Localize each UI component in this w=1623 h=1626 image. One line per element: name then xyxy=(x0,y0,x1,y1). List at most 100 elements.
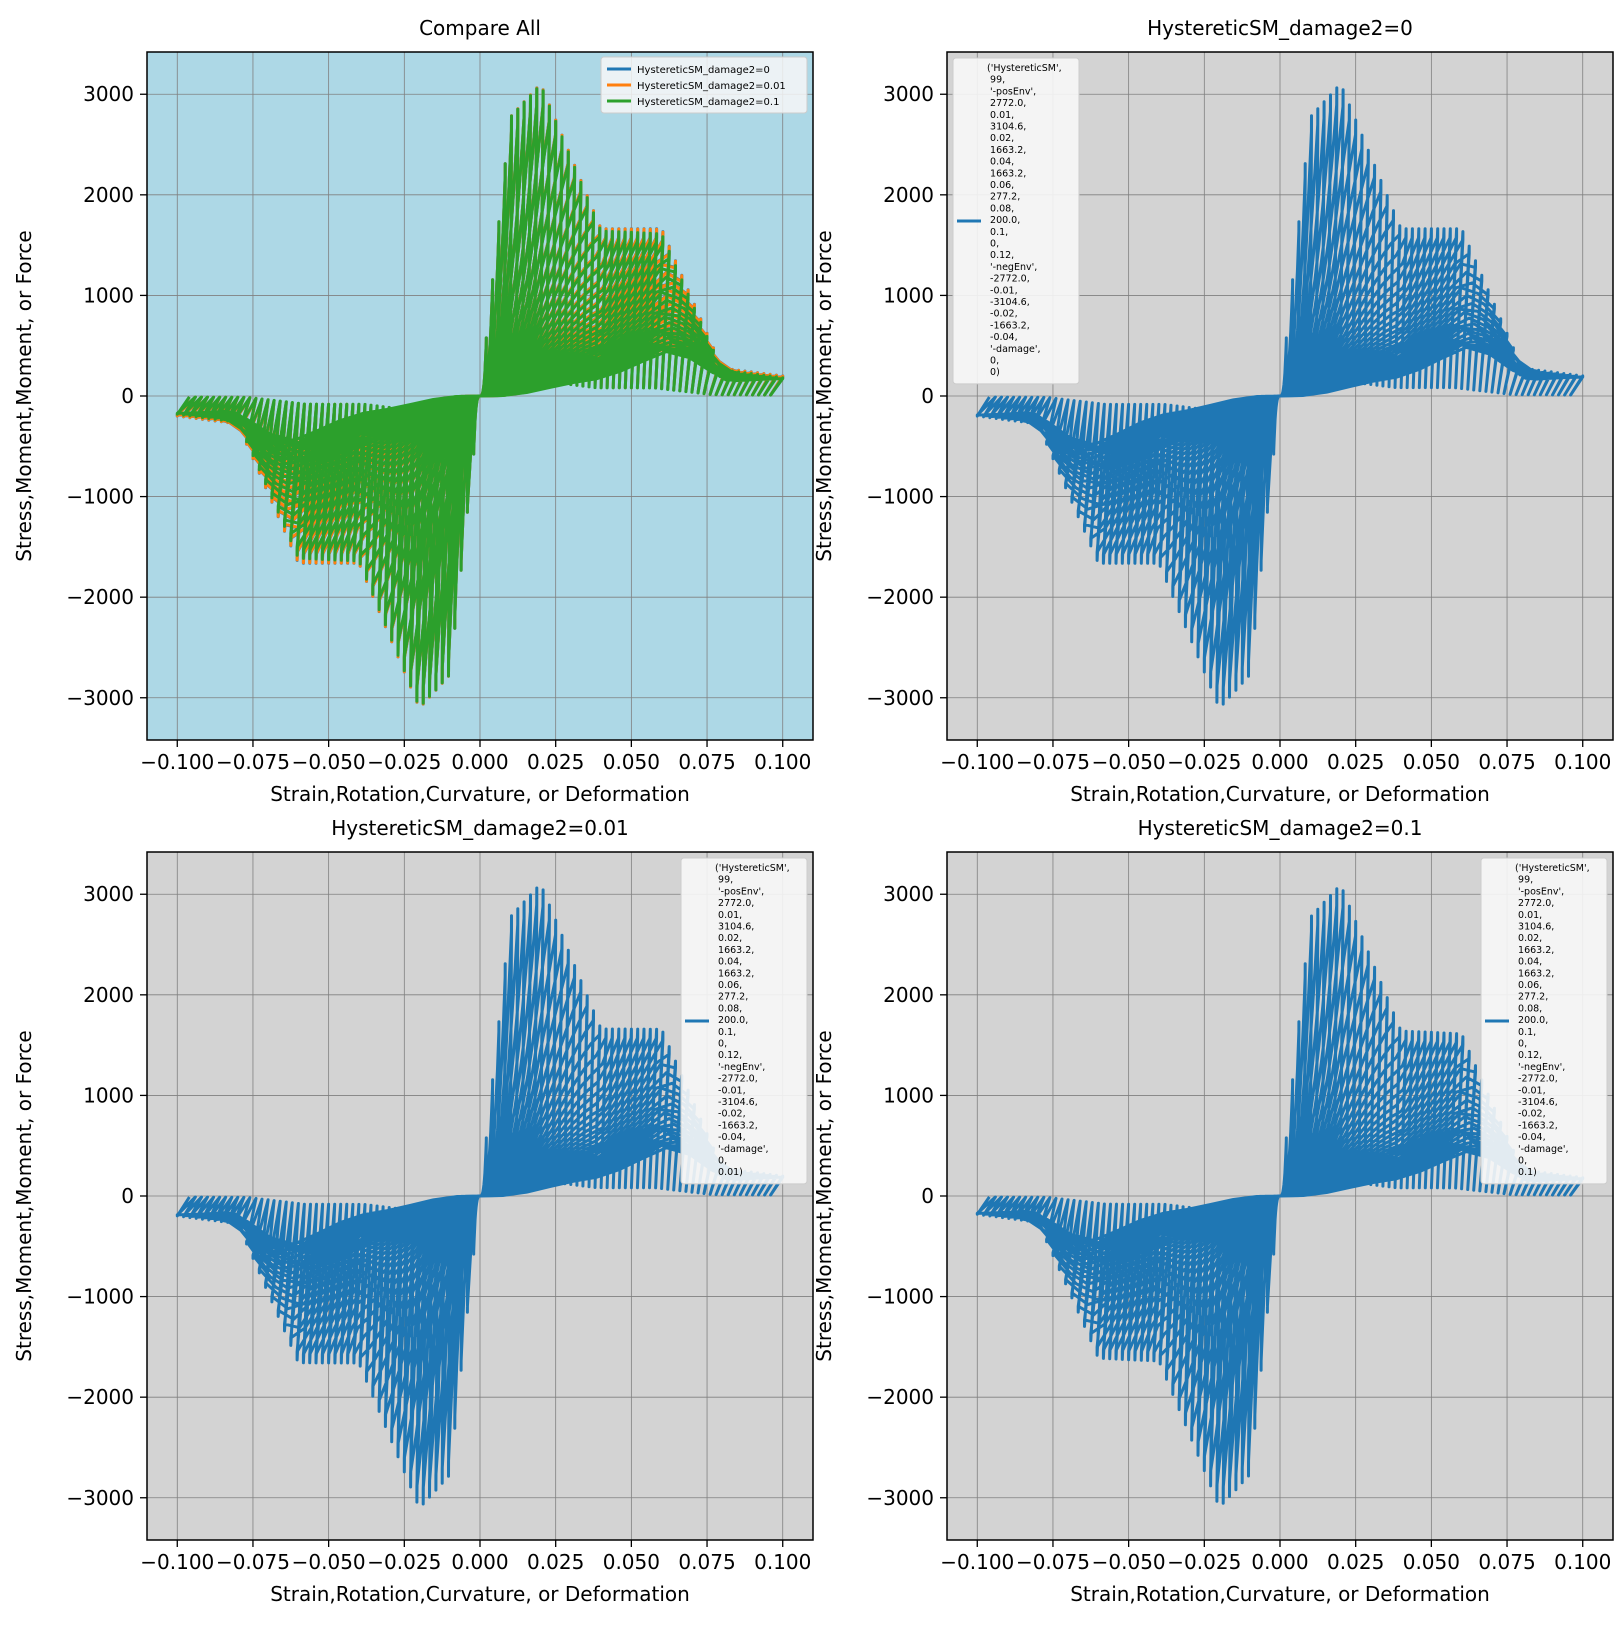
legend-line: 0, xyxy=(987,238,999,249)
legend-line: 0.06, xyxy=(1515,980,1542,991)
legend-line: 0) xyxy=(987,367,1000,378)
series-group xyxy=(975,887,1585,1505)
legend-entry: ('HystereticSM', 99, '-posEnv', 2772.0, … xyxy=(987,63,1062,378)
legend-line: 0.02, xyxy=(715,933,742,944)
legend-line: 1663.2, xyxy=(715,945,754,956)
legend-line: 0.01, xyxy=(1515,910,1542,921)
legend-line: 0.04, xyxy=(1515,957,1542,968)
y-tick-label: 0 xyxy=(121,384,134,408)
legend-line: 0.06, xyxy=(987,180,1014,191)
legend-entry: HystereticSM_damage2=0.01 xyxy=(637,81,786,92)
chart-title: Compare All xyxy=(419,16,541,40)
x-tick-label: −0.100 xyxy=(940,1550,1014,1574)
legend-line: -3104.6, xyxy=(1515,1097,1558,1108)
legend-line: -0.04, xyxy=(987,332,1018,343)
legend-line: -2772.0, xyxy=(987,274,1030,285)
x-tick-label: −0.050 xyxy=(292,1550,366,1574)
x-tick-label: −0.100 xyxy=(140,1550,214,1574)
legend-line: 0.08, xyxy=(1515,1003,1542,1014)
legend-line: -0.01, xyxy=(987,285,1018,296)
legend-line: 0, xyxy=(987,356,999,367)
y-tick-label: 3000 xyxy=(83,82,134,106)
y-tick-label: 1000 xyxy=(883,1083,934,1107)
legend: HystereticSM_damage2=0 HystereticSM_damag… xyxy=(600,56,808,114)
legend-entry: HystereticSM_damage2=0 xyxy=(637,65,770,76)
y-tick-label: −1000 xyxy=(66,485,134,509)
legend-line: 0.01, xyxy=(715,910,742,921)
x-tick-label: 0.075 xyxy=(678,750,735,774)
legend-line: -0.02, xyxy=(715,1109,746,1120)
legend-line: 0.1) xyxy=(1515,1167,1537,1178)
y-tick-label: −3000 xyxy=(66,1486,134,1510)
x-tick-label: 0.075 xyxy=(1478,750,1535,774)
legend-line: 1663.2, xyxy=(1515,968,1554,979)
x-tick-label: 0.000 xyxy=(451,750,508,774)
legend-line: 1663.2, xyxy=(987,168,1026,179)
legend-line: 0.12, xyxy=(1515,1050,1542,1061)
x-tick-label: −0.050 xyxy=(292,750,366,774)
legend-line: -0.01, xyxy=(1515,1085,1546,1096)
legend-line: 0.02, xyxy=(1515,933,1542,944)
x-tick-label: 0.050 xyxy=(603,1550,660,1574)
legend-line: -1663.2, xyxy=(715,1120,758,1131)
legend-box xyxy=(600,56,808,114)
chart-panel-3: −0.100 −0.075 −0.050 −0.025 0.000 0.025 0.050 0… xyxy=(12,816,814,1606)
legend-line: '-damage', xyxy=(715,1144,769,1155)
x-tick-label: 0.000 xyxy=(1251,750,1308,774)
legend-line: 3104.6, xyxy=(715,922,754,933)
legend-line: 0.12, xyxy=(987,250,1014,261)
legend-line: 1663.2, xyxy=(715,968,754,979)
y-axis-label: Stress,Moment,Moment, or Force xyxy=(12,1030,36,1361)
legend-line: 1663.2, xyxy=(987,145,1026,156)
x-tick-label: 0.100 xyxy=(1554,750,1611,774)
x-tick-label: 0.025 xyxy=(527,750,584,774)
legend: ('HystereticSM', 99, '-posEnv', 2772.0, … xyxy=(952,57,1080,385)
legend-line: 277.2, xyxy=(715,992,748,1003)
x-tick-label: 0.075 xyxy=(1478,1550,1535,1574)
y-tick-label: 3000 xyxy=(883,882,934,906)
legend-line: 0.06, xyxy=(715,980,742,991)
y-tick-label: −3000 xyxy=(66,686,134,710)
y-tick-label: −2000 xyxy=(66,1385,134,1409)
series-group xyxy=(975,86,1585,706)
legend-line: 200.0, xyxy=(1515,1015,1548,1026)
legend-line: '-damage', xyxy=(987,344,1041,355)
x-tick-label: −0.100 xyxy=(140,750,214,774)
legend-line: -3104.6, xyxy=(715,1097,758,1108)
x-tick-label: −0.075 xyxy=(1016,750,1090,774)
legend-box xyxy=(952,57,1080,385)
x-tick-label: −0.050 xyxy=(1092,750,1166,774)
legend-line: 200.0, xyxy=(987,215,1020,226)
legend-entry: ('HystereticSM', 99, '-posEnv', 2772.0, … xyxy=(715,863,790,1178)
chart-title: HystereticSM_damage2=0.01 xyxy=(331,816,629,840)
x-tick-label: 0.025 xyxy=(527,1550,584,1574)
legend-line: ('HystereticSM', xyxy=(987,63,1062,74)
x-tick-label: −0.075 xyxy=(216,750,290,774)
legend-line: 0, xyxy=(715,1156,727,1167)
legend-line: -1663.2, xyxy=(1515,1120,1558,1131)
chart-panel-2: −0.100 −0.075 −0.050 −0.025 0.000 0.025 0.050 0… xyxy=(812,16,1614,806)
legend-line: 2772.0, xyxy=(987,98,1026,109)
legend-line: -0.04, xyxy=(715,1132,746,1143)
legend-line: 0.02, xyxy=(987,133,1014,144)
legend-line: 0.04, xyxy=(987,157,1014,168)
legend-line: 99, xyxy=(987,75,1005,86)
legend-line: 277.2, xyxy=(987,192,1020,203)
x-tick-label: 0.025 xyxy=(1327,1550,1384,1574)
x-tick-label: 0.025 xyxy=(1327,750,1384,774)
legend: ('HystereticSM', 99, '-posEnv', 2772.0, … xyxy=(680,857,808,1185)
legend-line: 0, xyxy=(1515,1039,1527,1050)
legend-line: 0.12, xyxy=(715,1050,742,1061)
legend-line: 0.04, xyxy=(715,957,742,968)
legend-line: '-posEnv', xyxy=(987,86,1036,97)
x-tick-label: −0.075 xyxy=(1016,1550,1090,1574)
x-tick-label: −0.075 xyxy=(216,1550,290,1574)
y-tick-label: −3000 xyxy=(866,1486,934,1510)
legend-line: 3104.6, xyxy=(1515,922,1554,933)
y-tick-label: 0 xyxy=(121,1184,134,1208)
y-tick-label: −1000 xyxy=(866,1285,934,1309)
x-tick-label: −0.025 xyxy=(367,750,441,774)
legend-line: '-posEnv', xyxy=(1515,886,1564,897)
y-tick-label: 2000 xyxy=(883,983,934,1007)
legend-line: -1663.2, xyxy=(987,320,1030,331)
